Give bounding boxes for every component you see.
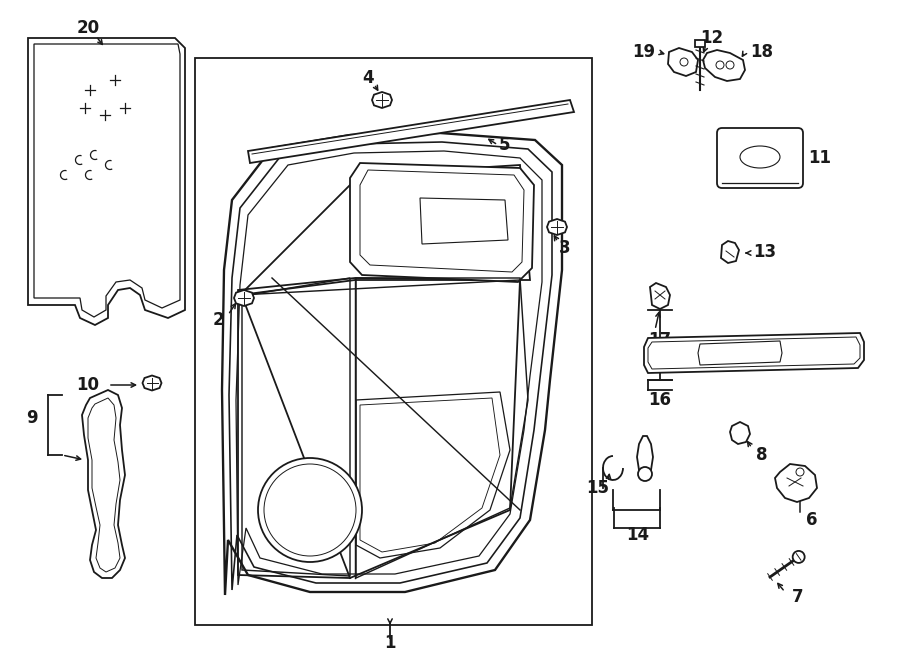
Polygon shape — [372, 92, 392, 108]
Circle shape — [638, 467, 652, 481]
Circle shape — [726, 61, 734, 69]
Text: 3: 3 — [559, 239, 571, 257]
Polygon shape — [195, 58, 592, 625]
Polygon shape — [420, 198, 508, 244]
Circle shape — [716, 61, 724, 69]
Text: 9: 9 — [26, 409, 38, 427]
Polygon shape — [234, 290, 254, 306]
Text: 13: 13 — [753, 243, 777, 261]
Polygon shape — [668, 48, 698, 76]
Polygon shape — [721, 241, 739, 263]
Polygon shape — [650, 283, 670, 309]
Circle shape — [258, 458, 362, 562]
Polygon shape — [82, 390, 125, 578]
Ellipse shape — [740, 146, 780, 168]
Polygon shape — [547, 219, 567, 235]
Text: 4: 4 — [362, 69, 374, 87]
Text: 5: 5 — [500, 136, 511, 154]
Circle shape — [796, 468, 804, 476]
Text: 16: 16 — [649, 391, 671, 409]
Text: 12: 12 — [700, 29, 724, 47]
Text: 14: 14 — [626, 526, 650, 544]
Text: 10: 10 — [76, 376, 100, 394]
Text: 11: 11 — [808, 149, 832, 167]
Polygon shape — [644, 333, 864, 373]
Polygon shape — [142, 375, 161, 391]
Polygon shape — [698, 341, 782, 365]
Text: 6: 6 — [806, 511, 818, 529]
Text: 8: 8 — [756, 446, 768, 464]
Polygon shape — [703, 50, 745, 81]
Circle shape — [793, 551, 805, 563]
Polygon shape — [28, 38, 185, 325]
Text: 15: 15 — [587, 479, 609, 497]
Circle shape — [680, 58, 688, 66]
Text: 20: 20 — [76, 19, 100, 37]
Polygon shape — [222, 133, 562, 595]
Text: 17: 17 — [648, 331, 671, 349]
Text: 2: 2 — [212, 311, 224, 329]
Polygon shape — [695, 40, 705, 47]
Text: 7: 7 — [792, 588, 804, 606]
Text: 1: 1 — [384, 634, 396, 652]
Polygon shape — [730, 422, 750, 444]
Polygon shape — [350, 163, 534, 282]
FancyBboxPatch shape — [717, 128, 803, 188]
Polygon shape — [248, 100, 574, 163]
Polygon shape — [637, 436, 653, 470]
Circle shape — [264, 464, 356, 556]
Text: 18: 18 — [751, 43, 773, 61]
Text: 19: 19 — [633, 43, 655, 61]
Polygon shape — [775, 464, 817, 502]
